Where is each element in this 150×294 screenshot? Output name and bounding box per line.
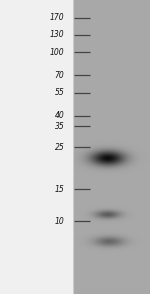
Text: 70: 70 bbox=[55, 71, 64, 80]
Text: 55: 55 bbox=[55, 88, 64, 97]
Text: 130: 130 bbox=[50, 30, 64, 39]
Text: 170: 170 bbox=[50, 13, 64, 22]
Text: 25: 25 bbox=[55, 143, 64, 151]
Text: 100: 100 bbox=[50, 48, 64, 57]
Text: 35: 35 bbox=[55, 122, 64, 131]
Text: 10: 10 bbox=[55, 217, 64, 225]
Text: 15: 15 bbox=[55, 185, 64, 194]
Text: 40: 40 bbox=[55, 111, 64, 120]
Bar bbox=[74, 0, 150, 294]
Bar bbox=[0, 0, 74, 294]
